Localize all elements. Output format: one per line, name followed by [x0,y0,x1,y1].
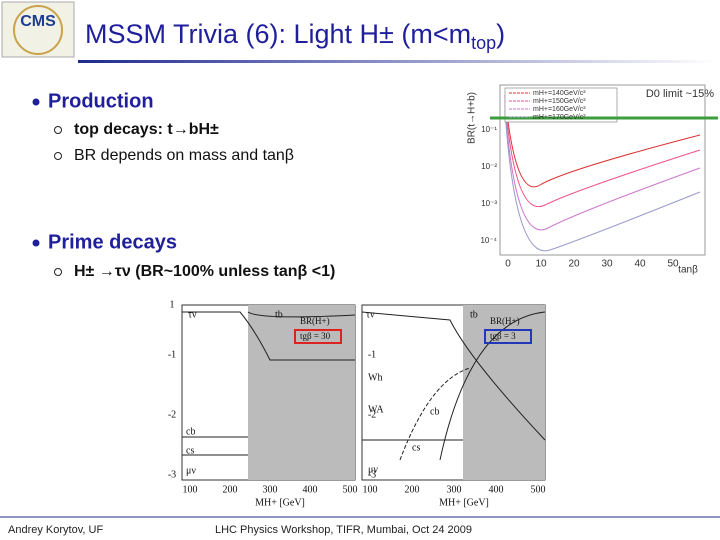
x-axis-label: MH+ [GeV] [255,497,305,508]
x-tick-label: 200 [405,484,420,495]
curve [182,311,355,361]
plot-label: cs [412,442,420,453]
y-tick-label: 10⁻² [481,162,497,171]
y-tick-label: -3 [168,469,176,480]
curve [399,367,471,461]
title-main: MSSM Trivia (6): Light H± (m<m [85,19,471,49]
x-tick-label: 0 [505,259,511,270]
x-tick-label: 20 [568,259,580,270]
curve [504,104,701,231]
curve [361,311,546,441]
bullet-text: top decays: t→bH± [74,121,219,138]
legend-label: mH+=170GeV/c² [533,114,586,121]
plot-label: BR(H+) [490,316,520,326]
plot-label: Wh [368,372,382,383]
plot-label: WA [368,404,384,415]
legend-box [504,87,618,123]
logo-text: CMS [20,13,56,30]
y-tick-label: 1 [170,299,175,310]
plot-label: τν [188,309,197,320]
section-heading: Prime decays [48,231,177,253]
x-tick-label: 200 [223,484,238,495]
plot-label: tb [470,309,478,320]
x-tick-label: 400 [489,484,504,495]
x-tick-label: 10 [535,259,547,270]
slide-title: MSSM Trivia (6): Light H± (m<mtop) [85,19,505,53]
footer-event: LHC Physics Workshop, TIFR, Mumbai, Oct … [215,524,472,536]
plot-label: tgβ = 3 [490,331,516,341]
x-axis-label: tanβ [678,265,698,276]
bullet-text: BR depends on mass and tanβ [74,147,294,164]
plot-label: tb [275,309,283,320]
x-axis-label: MH+ [GeV] [439,497,489,508]
sub-bullet [54,152,62,160]
footer-author: Andrey Korytov, UF [8,524,103,536]
x-tick-label: 100 [363,484,378,495]
x-tick-label: 100 [183,484,198,495]
plot-label: BR(H+) [300,316,330,326]
bullet-text: H± →τν (BR~100% unless tanβ <1) [74,263,335,280]
top-plot: D0 limit ~15% BR(t→H+b) [467,84,718,256]
logo-ring [13,5,63,55]
x-tick-label: 300 [447,484,462,495]
plot-label: cs [186,445,194,456]
curve [247,311,356,318]
sub-bullet [54,126,62,134]
y-tick-label: 10⁻¹ [481,125,497,134]
plot-label: μν [368,464,378,475]
y-axis-label: BR(t→H+b) [467,92,478,144]
x-tick-label: 50 [667,259,679,270]
legend-label: mH+=140GeV/c² [533,90,586,97]
plot-label: τν [366,309,375,320]
highlight-box [294,329,342,344]
x-tick-label: 40 [634,259,646,270]
header-rule [78,60,718,63]
y-tick-label: -1 [168,349,176,360]
limit-note: D0 limit ~15% [646,88,714,100]
bottom-plot-left [181,304,356,481]
section-heading: Production [48,90,154,112]
x-tick-label: 400 [303,484,318,495]
legend-label: mH+=150GeV/c² [533,98,586,105]
curve [504,94,701,188]
y-tick-label: -1 [368,349,376,360]
highlight-box [484,329,532,344]
legend-label: mH+=160GeV/c² [533,106,586,113]
plot-label: cb [186,426,195,437]
y-tick-label: 10⁻⁴ [480,236,497,245]
curve [439,311,546,461]
curve [504,99,701,208]
bullet [32,98,40,106]
x-tick-label: 30 [601,259,613,270]
title-end: ) [496,19,505,49]
title-sub: top [471,33,496,53]
plot-label: cb [430,406,439,417]
x-tick-label: 500 [343,484,358,495]
plot-label: tgβ = 30 [300,331,331,341]
x-tick-label: 300 [263,484,278,495]
plot-label: μν [186,465,196,476]
y-tick-label: -2 [368,409,376,420]
shaded-region [248,305,355,480]
curve [504,109,701,252]
x-tick-label: 500 [531,484,546,495]
y-tick-label: -3 [368,469,376,480]
y-tick-label: 10⁻³ [481,199,497,208]
y-tick-label: -2 [168,409,176,420]
bullet [32,239,40,247]
sub-bullet [54,268,62,276]
bottom-plot-right [361,304,546,481]
